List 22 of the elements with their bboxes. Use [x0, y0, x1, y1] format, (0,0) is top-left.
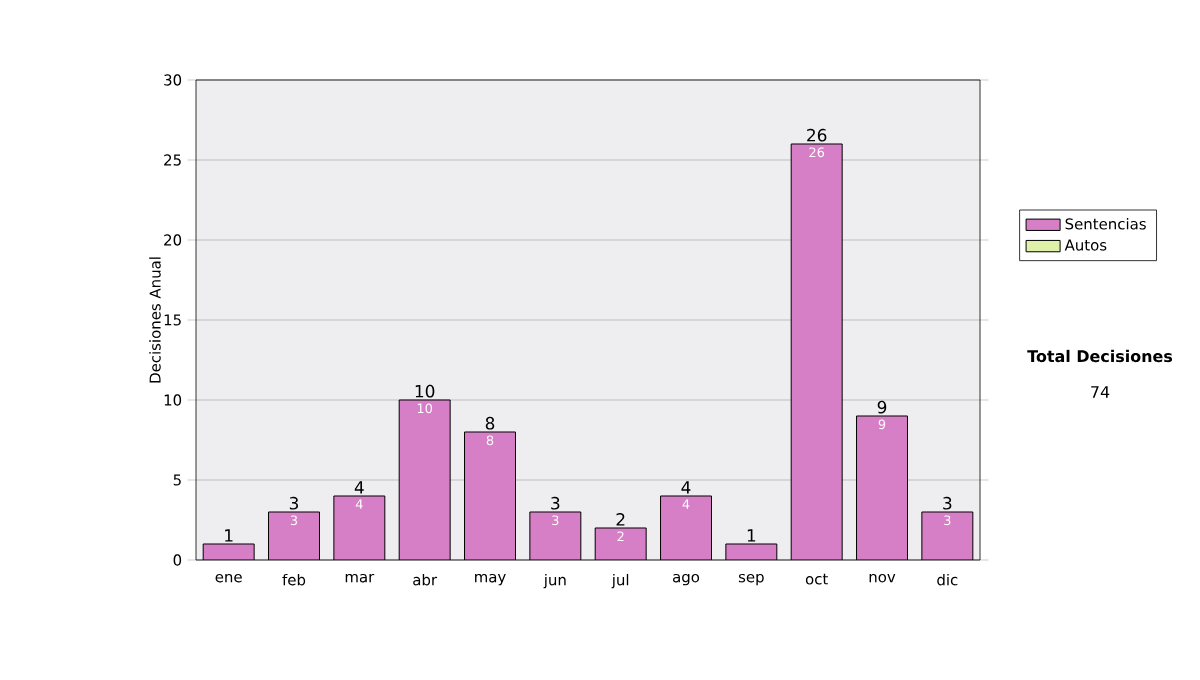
total-label: 8 — [485, 416, 495, 430]
bar — [921, 511, 974, 560]
bar — [464, 432, 516, 560]
bar — [399, 400, 451, 560]
bar — [333, 496, 385, 560]
total-label: 9 — [877, 400, 887, 414]
total-label: 10 — [415, 384, 435, 398]
total-label: 2 — [616, 513, 625, 526]
bar — [268, 512, 320, 560]
total-label: 26 — [807, 128, 827, 142]
bar — [791, 143, 843, 560]
total-label: 4 — [681, 481, 691, 494]
total-label: 1 — [225, 529, 233, 542]
total-label: 1 — [747, 529, 756, 542]
total-label: 4 — [354, 481, 364, 494]
total-label: 3 — [943, 496, 952, 510]
bar — [529, 512, 581, 560]
bar — [660, 496, 712, 560]
total-label: 3 — [289, 496, 299, 510]
bar — [856, 416, 908, 560]
bar — [595, 528, 647, 560]
total-label: 3 — [551, 496, 560, 510]
